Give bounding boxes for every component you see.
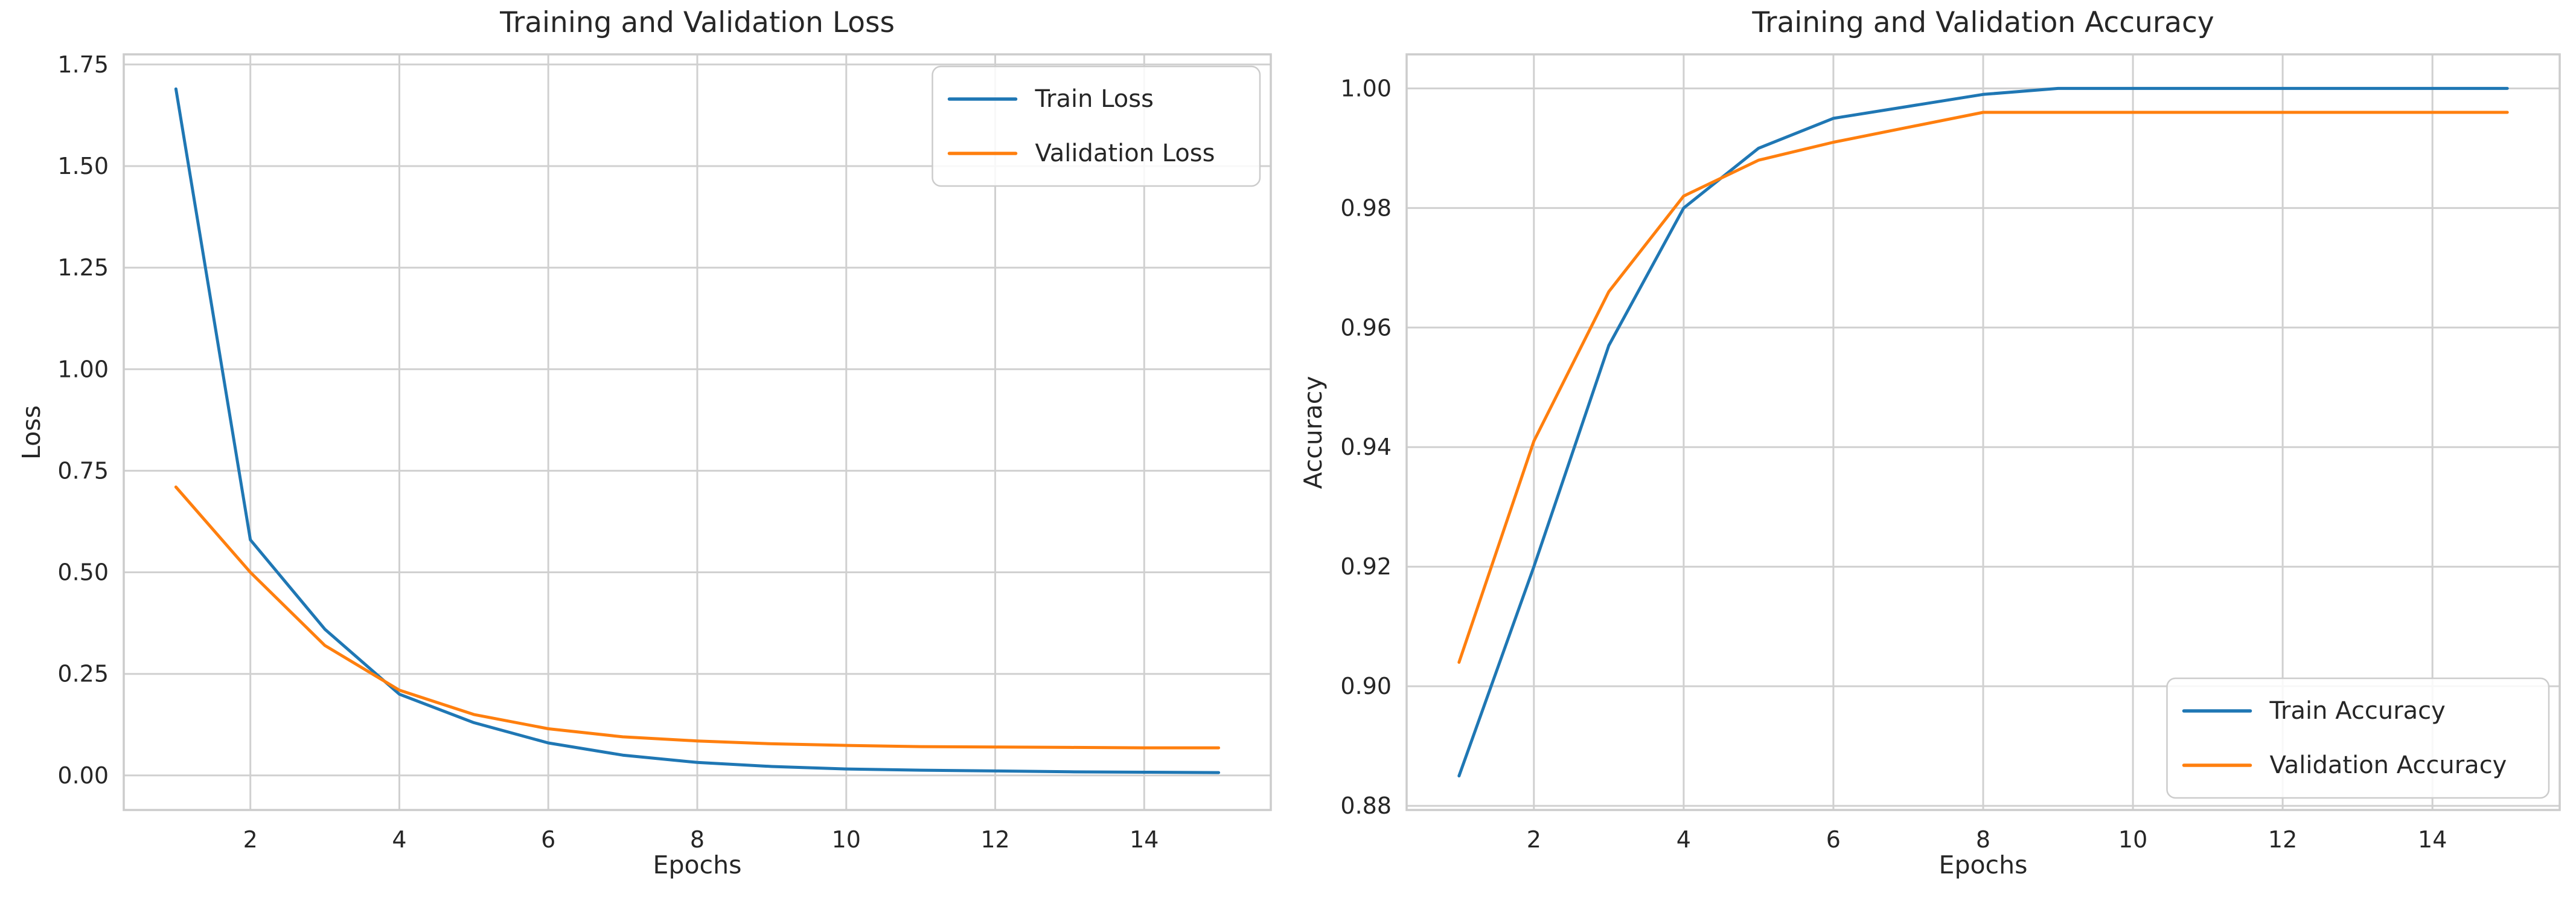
accuracy-chart-panel: 2 4 6 8 10 12 14 0.88 0.90 0.92 0.94 0.96 0.98 1.00 Tr…: [1288, 0, 2576, 903]
x-tick-label: 10: [832, 826, 861, 853]
x-tick-label: 2: [1527, 826, 1541, 853]
loss-chart-title: Training and Validation Loss: [500, 6, 895, 39]
loss-yaxis-label: Loss: [17, 405, 46, 460]
x-tick-label: 6: [541, 826, 555, 853]
x-tick-label: 12: [2268, 826, 2297, 853]
y-tick-label: 1.00: [57, 356, 109, 382]
y-tick-label: 1.00: [1340, 75, 1392, 101]
y-tick-label: 0.96: [1340, 314, 1392, 341]
x-tick-label: 4: [1676, 826, 1691, 853]
y-tick-label: 0.00: [57, 762, 109, 789]
legend-box: [932, 65, 1261, 187]
accuracy-chart-title: Training and Validation Accuracy: [1752, 6, 2214, 39]
legend: Train Accuracy Validation Accuracy: [2166, 677, 2550, 799]
legend-label-train-loss: Train Loss: [1035, 85, 1154, 113]
axes-spines: [123, 53, 1272, 811]
series-line-train-loss: [174, 87, 1221, 774]
series-line-validation-accuracy: [1457, 111, 2509, 664]
legend: Train Loss Validation Loss: [932, 65, 1261, 187]
accuracy-chart: 2 4 6 8 10 12 14 0.88 0.90 0.92 0.94 0.96 0.98 1.00 Tr…: [1340, 53, 2561, 853]
y-tick-label: 1.75: [57, 51, 109, 78]
loss-chart-panel: 2 4 6 8 10 12 14 0.00 0.25 0.50 0.75 1.00 1.25 1.50 1.…: [57, 51, 1272, 853]
y-tick-label: 0.88: [1340, 792, 1392, 819]
x-tick-label: 4: [392, 826, 406, 853]
y-tick-label: 0.25: [57, 661, 109, 687]
x-tick-label: 8: [690, 826, 705, 853]
y-tick-label: 1.25: [57, 254, 109, 281]
axes-spines: [1405, 53, 2561, 811]
legend-label-validation-accuracy: Validation Accuracy: [2270, 751, 2507, 779]
series-line-validation-loss: [174, 485, 1221, 750]
legend-box: [2166, 677, 2550, 799]
y-tick-label: 0.90: [1340, 673, 1392, 699]
x-tick-label: 8: [1976, 826, 1990, 853]
x-tick-label: 2: [243, 826, 258, 853]
x-tick-label: 14: [1130, 826, 1159, 853]
x-tick-label: 14: [2418, 826, 2447, 853]
x-tick-label: 6: [1826, 826, 1841, 853]
accuracy-xaxis-label: Epochs: [1938, 850, 2028, 879]
y-tick-label: 0.50: [57, 559, 109, 586]
y-tick-label: 0.92: [1340, 553, 1392, 580]
accuracy-yaxis-label: Accuracy: [1299, 376, 1328, 489]
legend-label-validation-loss: Validation Loss: [1035, 140, 1215, 167]
y-tick-label: 0.94: [1340, 434, 1392, 460]
x-tick-label: 12: [980, 826, 1009, 853]
y-tick-label: 0.98: [1340, 194, 1392, 221]
loss-chart: 2 4 6 8 10 12 14 0.00 0.25 0.50 0.75 1.00 1.25 1.50 1.…: [57, 51, 1272, 853]
x-tick-label: 10: [2118, 826, 2147, 853]
y-tick-label: 1.50: [57, 153, 109, 179]
y-tick-label: 0.75: [57, 457, 109, 484]
legend-label-train-accuracy: Train Accuracy: [2269, 697, 2446, 725]
loss-xaxis-label: Epochs: [653, 850, 742, 879]
series-line-train-accuracy: [1457, 86, 2509, 778]
